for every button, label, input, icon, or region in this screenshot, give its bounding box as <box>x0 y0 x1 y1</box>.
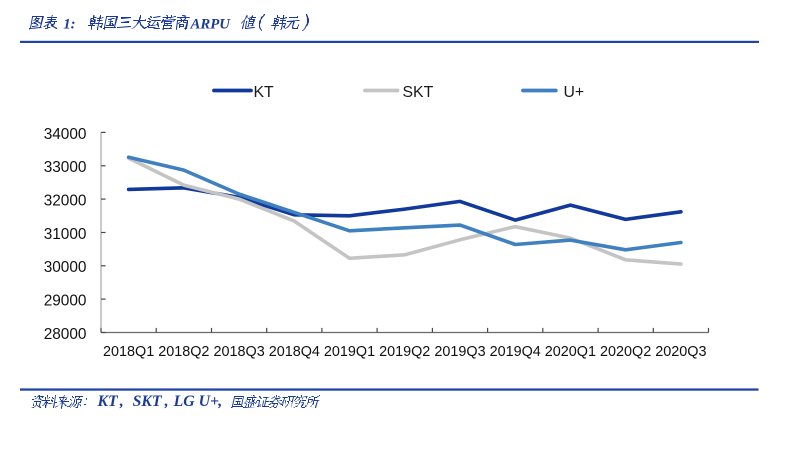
svg-text:SKT: SKT <box>133 393 163 410</box>
svg-text:LG U+: LG U+ <box>173 393 219 410</box>
svg-text:2019Q4: 2019Q4 <box>490 344 541 360</box>
svg-text:34000: 34000 <box>44 126 87 143</box>
svg-text:29000: 29000 <box>44 293 87 310</box>
svg-text:32000: 32000 <box>44 193 87 210</box>
svg-text:U+: U+ <box>564 84 585 101</box>
svg-text:,: , <box>119 393 124 410</box>
svg-text:,: , <box>217 393 222 410</box>
svg-text:,: , <box>164 393 169 410</box>
svg-text:2019Q1: 2019Q1 <box>324 344 375 360</box>
svg-text:KT: KT <box>97 393 120 410</box>
svg-text:28000: 28000 <box>44 326 87 343</box>
svg-text:2020Q3: 2020Q3 <box>655 344 706 360</box>
svg-text:2018Q1: 2018Q1 <box>103 344 154 360</box>
svg-text:2019Q3: 2019Q3 <box>434 344 485 360</box>
svg-text:2018Q4: 2018Q4 <box>269 344 320 360</box>
svg-text:2018Q2: 2018Q2 <box>158 344 209 360</box>
svg-text:1:: 1: <box>63 17 75 33</box>
svg-text:SKT: SKT <box>403 84 434 101</box>
svg-text:2019Q2: 2019Q2 <box>379 344 430 360</box>
svg-text:KT: KT <box>254 84 275 101</box>
svg-text:31000: 31000 <box>44 226 87 243</box>
svg-text:2018Q3: 2018Q3 <box>213 344 264 360</box>
svg-text:2020Q1: 2020Q1 <box>545 344 596 360</box>
svg-text:33000: 33000 <box>44 159 87 176</box>
svg-text:ARPU: ARPU <box>190 17 232 33</box>
svg-text:30000: 30000 <box>44 259 87 276</box>
svg-text:2020Q2: 2020Q2 <box>600 344 651 360</box>
